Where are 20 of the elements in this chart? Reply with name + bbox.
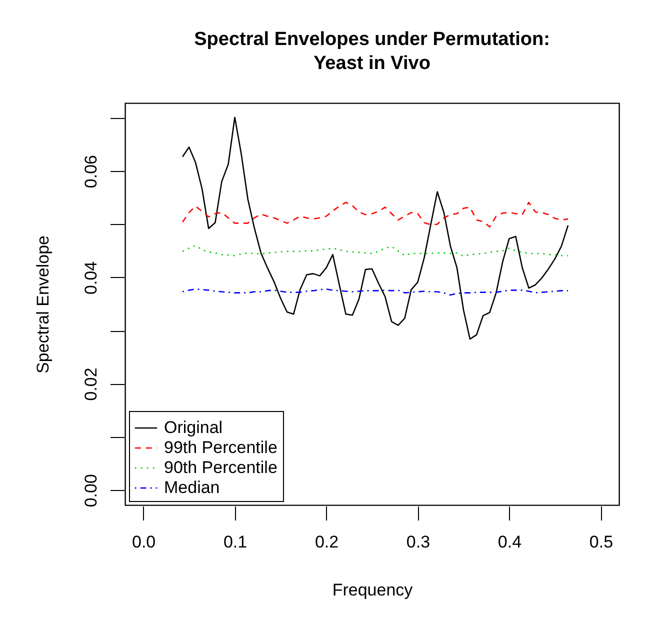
y-tick-label: 0.02 bbox=[82, 368, 100, 401]
line-series bbox=[182, 116, 569, 340]
y-tick-label: 0.06 bbox=[82, 155, 100, 188]
chart-title: Spectral Envelopes under Permutation: Yeast in Vivo bbox=[194, 29, 550, 74]
x-tick-label: 0.4 bbox=[498, 532, 522, 552]
x-tick-label: 0.3 bbox=[406, 532, 430, 552]
line-series bbox=[182, 202, 569, 228]
x-tick-label: 0.1 bbox=[223, 532, 248, 552]
x-axis-title: Frequency bbox=[332, 580, 414, 600]
x-tick-label: 0.2 bbox=[314, 532, 339, 552]
y-axis-title: Spectral Envelope bbox=[34, 236, 52, 374]
y-tick-label: 0.04 bbox=[82, 261, 100, 294]
legend-label: Median bbox=[164, 478, 220, 497]
legend-label: 90th Percentile bbox=[164, 458, 278, 477]
x-tick-label: 0.5 bbox=[589, 532, 614, 552]
legend-label: 99th Percentile bbox=[164, 438, 278, 457]
line-series bbox=[182, 244, 569, 257]
y-tick-label: 0.00 bbox=[82, 474, 100, 508]
x-tick-label: 0.0 bbox=[132, 532, 156, 552]
legend-label: Original bbox=[164, 418, 223, 437]
